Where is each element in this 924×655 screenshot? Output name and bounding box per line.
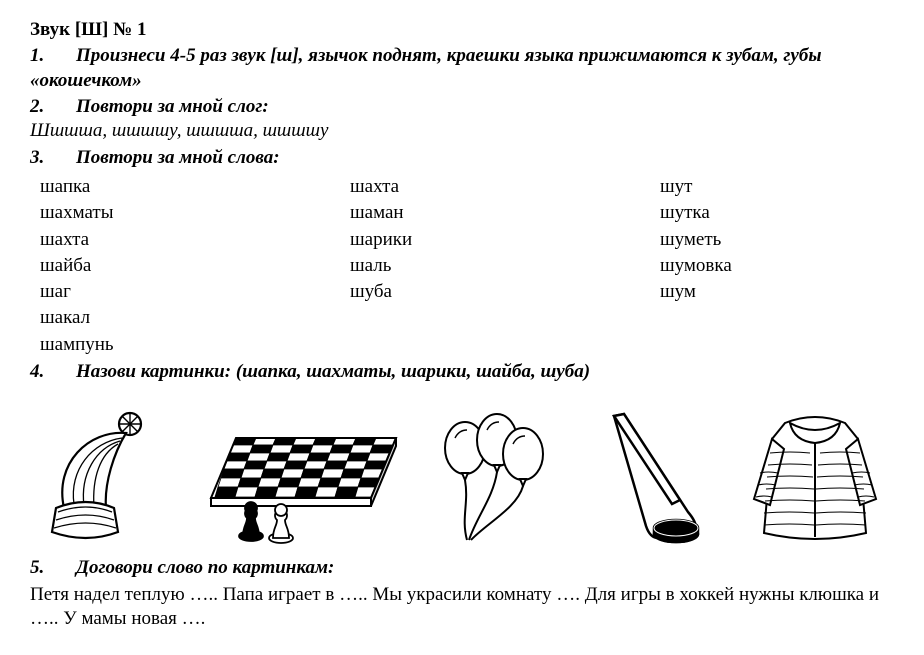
exercise-5: 5.Договори слово по картинкам: <box>30 556 894 580</box>
balloons-icon <box>417 408 567 548</box>
worksheet-page: Звук [Ш] № 1 1.Произнеси 4-5 раз звук [ш… <box>0 0 924 655</box>
exercise-3: 3.Повтори за мной слова: <box>30 146 894 170</box>
fill-sentences: Петя надел теплую ….. Папа играет в ….. … <box>30 583 894 632</box>
word: шахта <box>40 227 350 253</box>
ex4-list: : (шапка, шахматы, шарики, шайба, шуба) <box>225 361 590 382</box>
ex3-text: Повтори за мной слова: <box>76 147 280 168</box>
ex5-text: Договори слово по картинкам: <box>76 557 334 578</box>
page-title: Звук [Ш] № 1 <box>30 18 894 42</box>
word: шуба <box>350 279 660 305</box>
word: шакал <box>40 305 350 331</box>
picture-puck <box>584 408 724 548</box>
ex2-number: 2. <box>30 95 76 119</box>
ex1-text: Произнеси 4-5 раз звук [ш], язычок подня… <box>30 45 822 90</box>
word: шумовка <box>660 253 880 279</box>
word: шут <box>660 174 880 200</box>
hat-icon <box>34 408 164 548</box>
word: шайба <box>40 253 350 279</box>
word: шуметь <box>660 227 880 253</box>
word: шапка <box>40 174 350 200</box>
word-col-2: шахта шаман шарики шаль шуба <box>350 174 660 358</box>
picture-row: {} <box>30 398 894 548</box>
word-col-3: шут шутка шуметь шумовка шум <box>660 174 880 358</box>
exercise-2: 2.Повтори за мной слог: <box>30 95 894 119</box>
word: шум <box>660 279 880 305</box>
picture-hat <box>34 408 164 548</box>
word: шаг <box>40 279 350 305</box>
word: шарики <box>350 227 660 253</box>
syllable-line: Шшшша, шшшшу, шшшша, шшшшу <box>30 119 894 143</box>
ex4-number: 4. <box>30 360 76 384</box>
chess-icon: {} <box>181 408 401 548</box>
coat-icon <box>740 403 890 548</box>
puck-icon <box>584 408 724 548</box>
exercise-1: 1.Произнеси 4-5 раз звук [ш], язычок под… <box>30 44 894 93</box>
word: шаль <box>350 253 660 279</box>
ex1-number: 1. <box>30 44 76 68</box>
word: шахматы <box>40 200 350 226</box>
word-columns: шапка шахматы шахта шайба шаг шакал шамп… <box>30 174 894 358</box>
picture-coat <box>740 403 890 548</box>
word: шутка <box>660 200 880 226</box>
exercise-4: 4.Назови картинки: (шапка, шахматы, шари… <box>30 360 894 384</box>
word: шаман <box>350 200 660 226</box>
word-col-1: шапка шахматы шахта шайба шаг шакал шамп… <box>40 174 350 358</box>
ex5-number: 5. <box>30 556 76 580</box>
picture-chess: {} <box>181 408 401 548</box>
ex2-text: Повтори за мной слог: <box>76 96 269 117</box>
ex4-label: Назови картинки <box>76 361 225 382</box>
word: шампунь <box>40 332 350 358</box>
word: шахта <box>350 174 660 200</box>
picture-balloons <box>417 408 567 548</box>
ex3-number: 3. <box>30 146 76 170</box>
